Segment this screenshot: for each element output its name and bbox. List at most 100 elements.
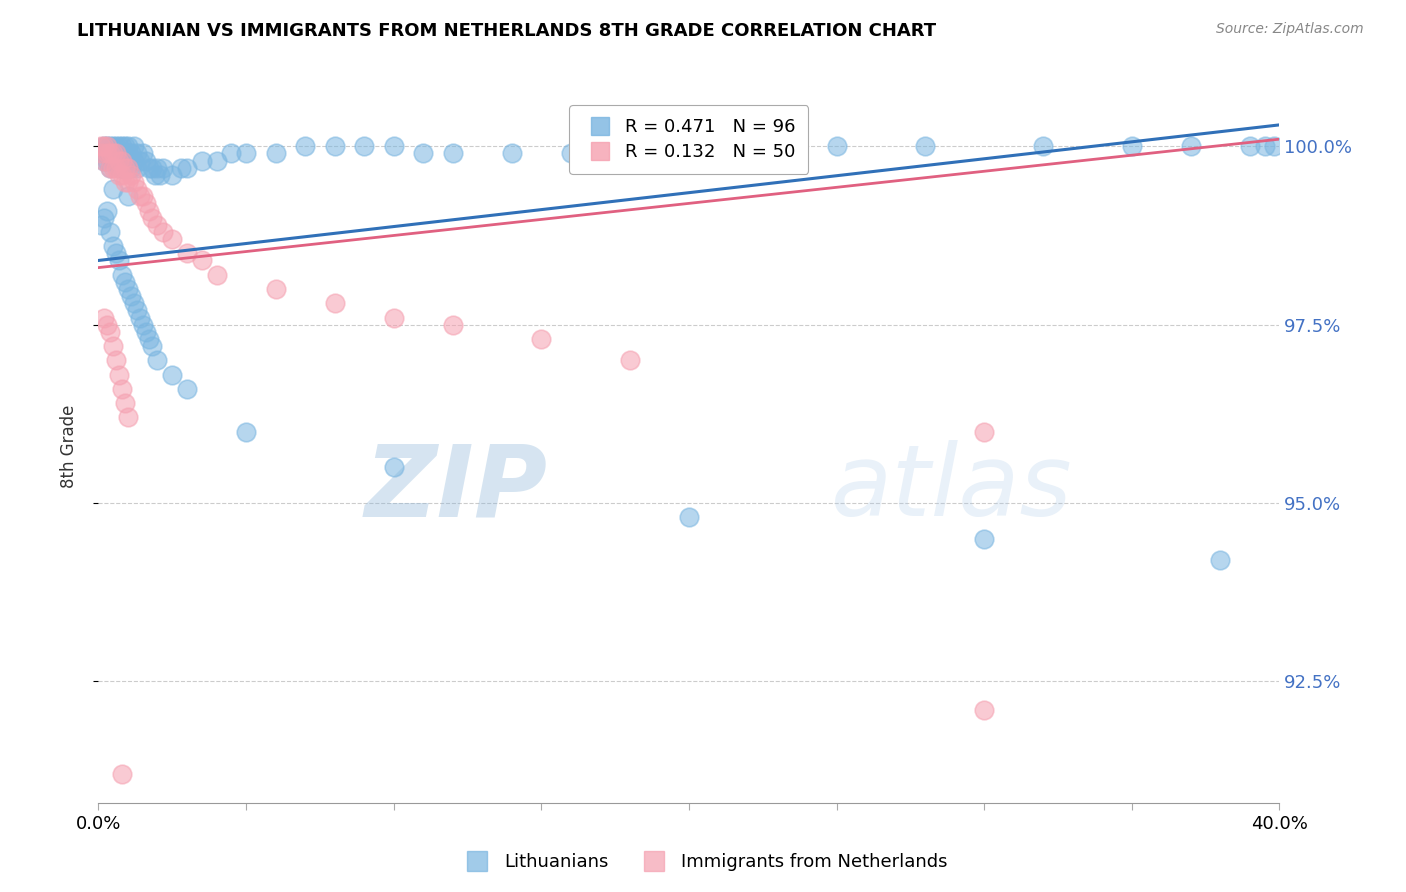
Point — [235, 425, 257, 439]
Point — [619, 139, 641, 153]
Point — [103, 182, 125, 196]
Point — [141, 339, 163, 353]
Legend: R = 0.471   N = 96, R = 0.132   N = 50: R = 0.471 N = 96, R = 0.132 N = 50 — [569, 105, 808, 174]
Point — [128, 189, 150, 203]
Point — [114, 161, 136, 175]
Point — [825, 139, 848, 153]
Point — [191, 253, 214, 268]
Point — [108, 153, 131, 168]
Point — [1180, 139, 1202, 153]
Point — [122, 139, 145, 153]
Point — [111, 146, 134, 161]
Point — [441, 146, 464, 161]
Point — [382, 139, 405, 153]
Point — [146, 161, 169, 175]
Point — [96, 146, 118, 161]
Point — [737, 139, 759, 153]
Point — [103, 146, 125, 161]
Point — [98, 161, 121, 175]
Point — [117, 146, 139, 161]
Point — [128, 310, 150, 325]
Point — [125, 146, 148, 161]
Point — [176, 246, 198, 260]
Point — [117, 161, 139, 175]
Point — [138, 203, 160, 218]
Point — [678, 510, 700, 524]
Point — [323, 139, 346, 153]
Point — [162, 168, 183, 182]
Point — [146, 353, 169, 368]
Point — [1254, 139, 1277, 153]
Point — [111, 268, 134, 282]
Point — [117, 139, 139, 153]
Point — [382, 460, 405, 475]
Point — [93, 139, 115, 153]
Point — [122, 175, 145, 189]
Point — [294, 139, 316, 153]
Point — [176, 161, 198, 175]
Point — [103, 339, 125, 353]
Point — [120, 168, 142, 182]
Text: atlas: atlas — [831, 441, 1073, 537]
Point — [98, 225, 121, 239]
Point — [152, 225, 174, 239]
Point — [111, 153, 134, 168]
Point — [111, 168, 134, 182]
Point — [98, 146, 121, 161]
Text: LITHUANIAN VS IMMIGRANTS FROM NETHERLANDS 8TH GRADE CORRELATION CHART: LITHUANIAN VS IMMIGRANTS FROM NETHERLAND… — [77, 22, 936, 40]
Point — [205, 153, 228, 168]
Point — [98, 139, 121, 153]
Point — [114, 175, 136, 189]
Point — [93, 211, 115, 225]
Point — [98, 161, 121, 175]
Point — [120, 161, 142, 175]
Point — [105, 161, 128, 175]
Point — [98, 325, 121, 339]
Point — [111, 382, 134, 396]
Point — [105, 153, 128, 168]
Point — [152, 161, 174, 175]
Point — [111, 161, 134, 175]
Point — [117, 282, 139, 296]
Point — [103, 139, 125, 153]
Point — [205, 268, 228, 282]
Point — [412, 146, 434, 161]
Point — [120, 146, 142, 161]
Point — [105, 246, 128, 260]
Text: Source: ZipAtlas.com: Source: ZipAtlas.com — [1216, 22, 1364, 37]
Point — [96, 139, 118, 153]
Point — [149, 168, 172, 182]
Point — [114, 139, 136, 153]
Point — [146, 218, 169, 232]
Point — [221, 146, 243, 161]
Point — [560, 146, 582, 161]
Point — [108, 253, 131, 268]
Point — [117, 161, 139, 175]
Point — [135, 196, 157, 211]
Text: ZIP: ZIP — [364, 441, 547, 537]
Point — [90, 146, 112, 161]
Point — [141, 161, 163, 175]
Point — [678, 146, 700, 161]
Point — [108, 139, 131, 153]
Legend: Lithuanians, Immigrants from Netherlands: Lithuanians, Immigrants from Netherlands — [451, 847, 955, 879]
Point — [114, 396, 136, 410]
Point — [132, 189, 155, 203]
Point — [235, 146, 257, 161]
Point — [323, 296, 346, 310]
Point — [114, 153, 136, 168]
Point — [114, 275, 136, 289]
Point — [135, 325, 157, 339]
Point — [117, 189, 139, 203]
Point — [122, 153, 145, 168]
Point — [619, 353, 641, 368]
Point — [105, 139, 128, 153]
Point — [530, 332, 553, 346]
Point — [111, 767, 134, 781]
Point — [441, 318, 464, 332]
Point — [117, 410, 139, 425]
Point — [353, 139, 375, 153]
Point — [1209, 553, 1232, 567]
Point — [138, 332, 160, 346]
Point — [141, 211, 163, 225]
